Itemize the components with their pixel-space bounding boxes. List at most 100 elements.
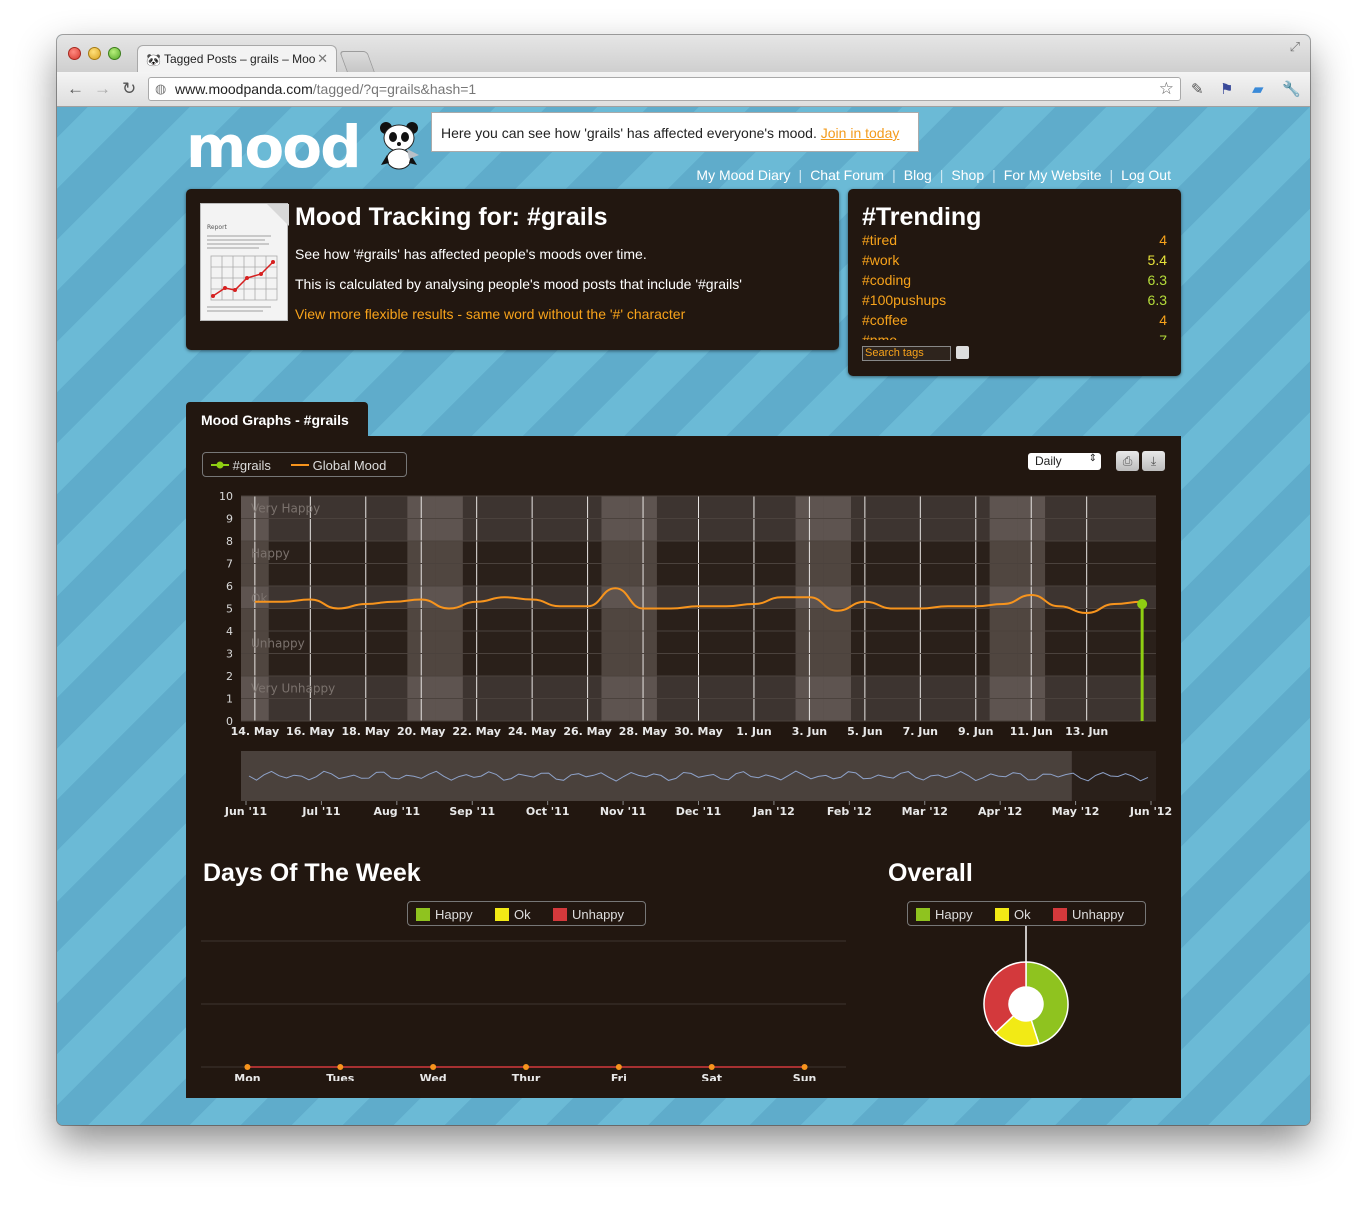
site-logo[interactable]: mood (186, 113, 362, 181)
flexible-results-link[interactable]: View more flexible results - same word w… (295, 306, 686, 322)
panda-mascot-icon (380, 122, 419, 170)
trending-item[interactable]: #tired 4 (862, 232, 1167, 252)
trending-item[interactable]: #coffee 4 (862, 312, 1167, 332)
x-tick-label: 14. May (231, 725, 280, 738)
legend-item-happy[interactable]: Happy (416, 907, 473, 922)
zoom-window-button[interactable] (108, 47, 121, 60)
navigator-label: Jun '12 (1129, 805, 1172, 818)
dow-label: Tues (326, 1072, 355, 1081)
trending-value: 4 (1159, 312, 1167, 328)
mood-graphs-panel: #grails Global Mood Daily ⇕ ⎙ ⤓ 0 1 2 3 4 5 6 7… (186, 436, 1181, 1098)
y-tick-label: 2 (226, 670, 233, 683)
legend-item-grails[interactable]: #grails (211, 458, 271, 473)
nav-for-my-website[interactable]: For My Website (1003, 167, 1102, 183)
extension-flag-icon[interactable]: ⚑ (1220, 81, 1234, 98)
close-window-button[interactable] (68, 47, 81, 60)
x-tick-label: 26. May (563, 725, 612, 738)
browser-tab[interactable]: 🐼 Tagged Posts – grails – Moo ✕ (137, 45, 337, 72)
page-content: mood Here you can see how 'grails' has a… (57, 107, 1310, 1125)
extension-box-icon[interactable]: ▰ (1252, 81, 1264, 98)
x-tick-label: 18. May (342, 725, 391, 738)
nav-chat-forum[interactable]: Chat Forum (810, 167, 885, 183)
trending-tag[interactable]: #tired (862, 232, 898, 248)
trending-tag[interactable]: #100pushups (862, 292, 947, 308)
search-tags-button[interactable] (956, 346, 969, 359)
trending-item[interactable]: #pmo 7 (862, 332, 1167, 340)
nav-separator: | (892, 167, 896, 183)
nav-my-mood-diary[interactable]: My Mood Diary (696, 167, 791, 183)
navigator-label: Nov '11 (600, 805, 646, 818)
download-icon[interactable]: ⤓ (1142, 451, 1165, 471)
trending-item[interactable]: #coding 6.3 (862, 272, 1167, 292)
nav-log-out[interactable]: Log Out (1121, 167, 1171, 183)
report-document-icon: Report (200, 203, 289, 321)
new-tab-button[interactable] (339, 51, 375, 72)
reload-icon[interactable]: ↻ (122, 79, 137, 98)
bookmark-star-icon[interactable]: ☆ (1158, 79, 1174, 98)
dow-point (523, 1064, 529, 1070)
y-tick-label: 6 (226, 580, 233, 593)
panda-favicon-icon: 🐼 (146, 53, 161, 67)
forward-arrow-icon[interactable]: → (94, 79, 111, 98)
days-of-week-chart: Mon Tues Wed Thur Fri Sat Sun (201, 940, 846, 1081)
join-link[interactable]: Join in today (820, 125, 900, 141)
dow-label: Wed (420, 1072, 447, 1081)
trending-tag[interactable]: #coffee (862, 312, 908, 328)
period-select[interactable]: Daily ⇕ (1028, 453, 1101, 470)
days-of-week-title: Days Of The Week (203, 859, 421, 887)
trending-tag[interactable]: #work (862, 252, 900, 268)
legend-label-unhappy: Unhappy (572, 907, 625, 922)
address-bar[interactable]: ◍ www.moodpanda.com/tagged/?q=grails&has… (148, 77, 1181, 101)
trending-tag[interactable]: #coding (862, 272, 912, 288)
ok-swatch (495, 908, 509, 921)
trending-tag[interactable]: #pmo (862, 332, 898, 340)
search-tags-input[interactable]: Search tags (862, 346, 951, 361)
nav-shop[interactable]: Shop (951, 167, 985, 183)
navigator-series (248, 770, 1149, 782)
legend-item-ok[interactable]: Ok (495, 907, 531, 922)
navigator-label: Feb '12 (827, 805, 872, 818)
days-of-week-legend: Happy Ok Unhappy (407, 901, 646, 926)
trending-list: #tired 4 #work 5.4 #coding 6.3 #100pushups 6… (862, 232, 1167, 340)
back-arrow-icon[interactable]: ← (67, 79, 84, 98)
x-tick-label: 28. May (619, 725, 668, 738)
navigator-label: Sep '11 (449, 805, 495, 818)
legend-item-unhappy[interactable]: Unhappy (553, 907, 624, 922)
minimize-window-button[interactable] (88, 47, 101, 60)
x-tick-label: 22. May (452, 725, 501, 738)
fullscreen-icon[interactable]: ⤢ (1289, 39, 1300, 54)
wrench-icon[interactable]: 🔧 (1282, 81, 1301, 98)
print-icon[interactable]: ⎙ (1116, 451, 1139, 471)
legend-item-happy[interactable]: Happy (916, 907, 973, 922)
trending-title: #Trending (862, 203, 982, 231)
x-tick-label: 9. Jun (958, 725, 993, 738)
legend-item-ok[interactable]: Ok (995, 907, 1031, 922)
legend-label-ok: Ok (514, 907, 531, 922)
dow-point (801, 1064, 808, 1070)
legend-item-unhappy[interactable]: Unhappy (1053, 907, 1124, 922)
nav-blog[interactable]: Blog (903, 167, 932, 183)
trending-item[interactable]: #100pushups 6.3 (862, 292, 1167, 312)
period-select-value: Daily (1035, 454, 1062, 468)
dow-label: Thur (512, 1072, 541, 1081)
dow-point (708, 1064, 715, 1070)
mood-graphs-tab[interactable]: Mood Graphs - #grails (186, 402, 368, 437)
global-mood-legend-marker-icon (291, 464, 309, 466)
x-tick-label: 16. May (286, 725, 335, 738)
browser-window: 🐼 Tagged Posts – grails – Moo ✕ ⤢ ← → ↻ … (57, 35, 1310, 1125)
promo-bubble: Here you can see how 'grails' has affect… (431, 112, 919, 152)
navigator-label: Oct '11 (526, 805, 570, 818)
grails-legend-marker-icon (211, 461, 229, 469)
legend-label-grails: #grails (232, 458, 271, 473)
legend-item-global-mood[interactable]: Global Mood (291, 458, 386, 473)
legend-label-ok: Ok (1014, 907, 1031, 922)
grails-point (1137, 599, 1148, 609)
nav-separator: | (798, 167, 803, 183)
extension-pen-icon[interactable]: ✎ (1191, 81, 1204, 98)
overall-legend: Happy Ok Unhappy (907, 901, 1146, 926)
y-tick-label: 9 (226, 513, 233, 526)
mood-tracking-title: Mood Tracking for: #grails (295, 203, 608, 231)
close-tab-icon[interactable]: ✕ (317, 51, 328, 66)
nav-separator: | (939, 167, 944, 183)
trending-item[interactable]: #work 5.4 (862, 252, 1167, 272)
